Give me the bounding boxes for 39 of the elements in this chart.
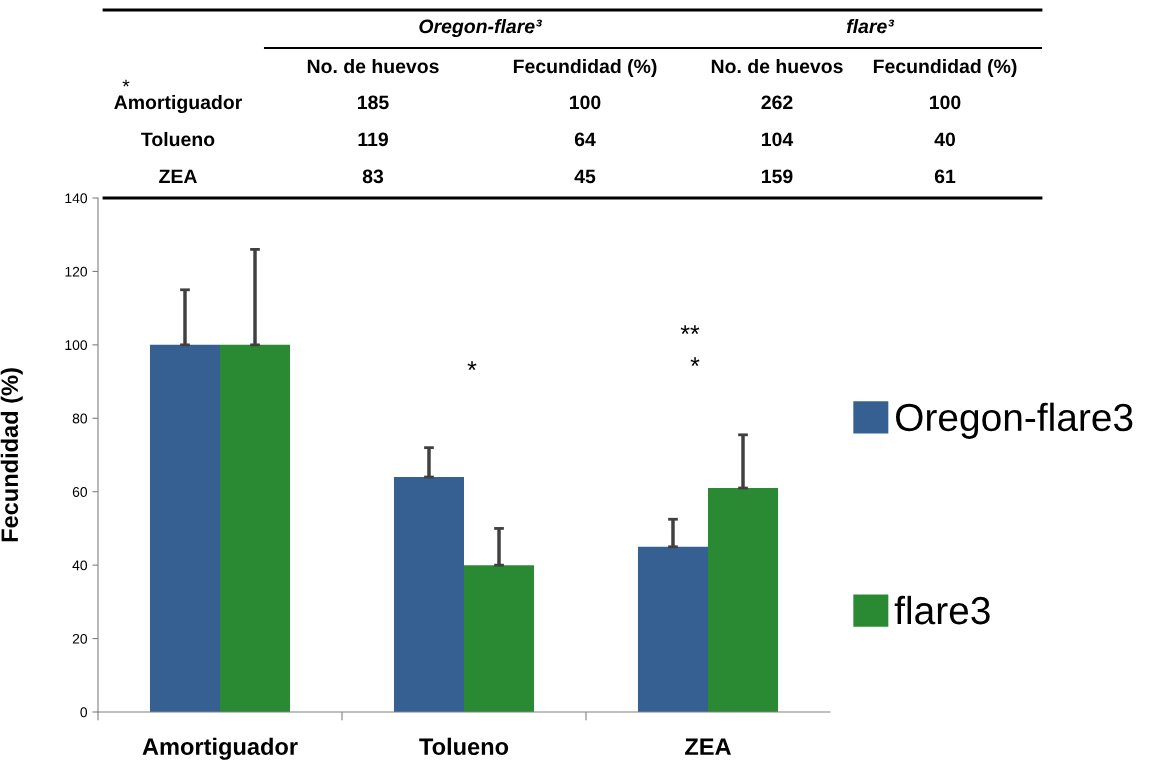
category-label: Amortiguador (114, 94, 242, 114)
annotation: * (467, 361, 477, 371)
y-tick-label: 0 (80, 707, 88, 718)
category-label: Tolueno (141, 131, 215, 147)
text: 61 (934, 169, 956, 184)
y-tick-label: 100 (65, 340, 88, 351)
x-tick-label: ZEA (685, 738, 731, 755)
annotation: ** (680, 325, 700, 335)
y-tick-label: 80 (72, 413, 88, 424)
y-tick-label: 20 (72, 633, 88, 644)
text: Fecundidad (%) (513, 58, 657, 78)
y-tick-label: 40 (72, 560, 88, 571)
text: Oregon-flare³ (419, 18, 542, 38)
text: 119 (358, 132, 388, 147)
text: * (122, 79, 130, 87)
text: 262 (761, 95, 793, 110)
text: No. de huevos (711, 58, 843, 74)
text: flare³ (846, 18, 895, 34)
y-axis-title: Fecundidad (%) (0, 368, 23, 542)
text: 185 (358, 95, 389, 110)
text: 45 (574, 169, 596, 184)
text: No. de huevos (307, 58, 439, 74)
text: 64 (574, 132, 596, 147)
text: 40 (934, 132, 956, 147)
text: 100 (570, 95, 601, 110)
legend-label: Oregon-flare3 (896, 402, 1133, 439)
x-tick-label: Tolueno (419, 737, 509, 756)
text: 83 (362, 169, 384, 184)
x-tick-label: Amortiguador (142, 737, 298, 760)
y-tick-label: 60 (72, 487, 88, 497)
y-tick-label: 120 (65, 266, 88, 277)
text: 159 (762, 169, 793, 184)
legend-label: flare3 (894, 595, 990, 625)
text: 100 (930, 95, 961, 110)
text: 104 (762, 132, 794, 147)
category-label: ZEA (159, 169, 197, 184)
text: Fecundidad (%) (873, 58, 1017, 78)
y-tick-label: 140 (65, 193, 88, 204)
annotation: * (690, 357, 700, 367)
